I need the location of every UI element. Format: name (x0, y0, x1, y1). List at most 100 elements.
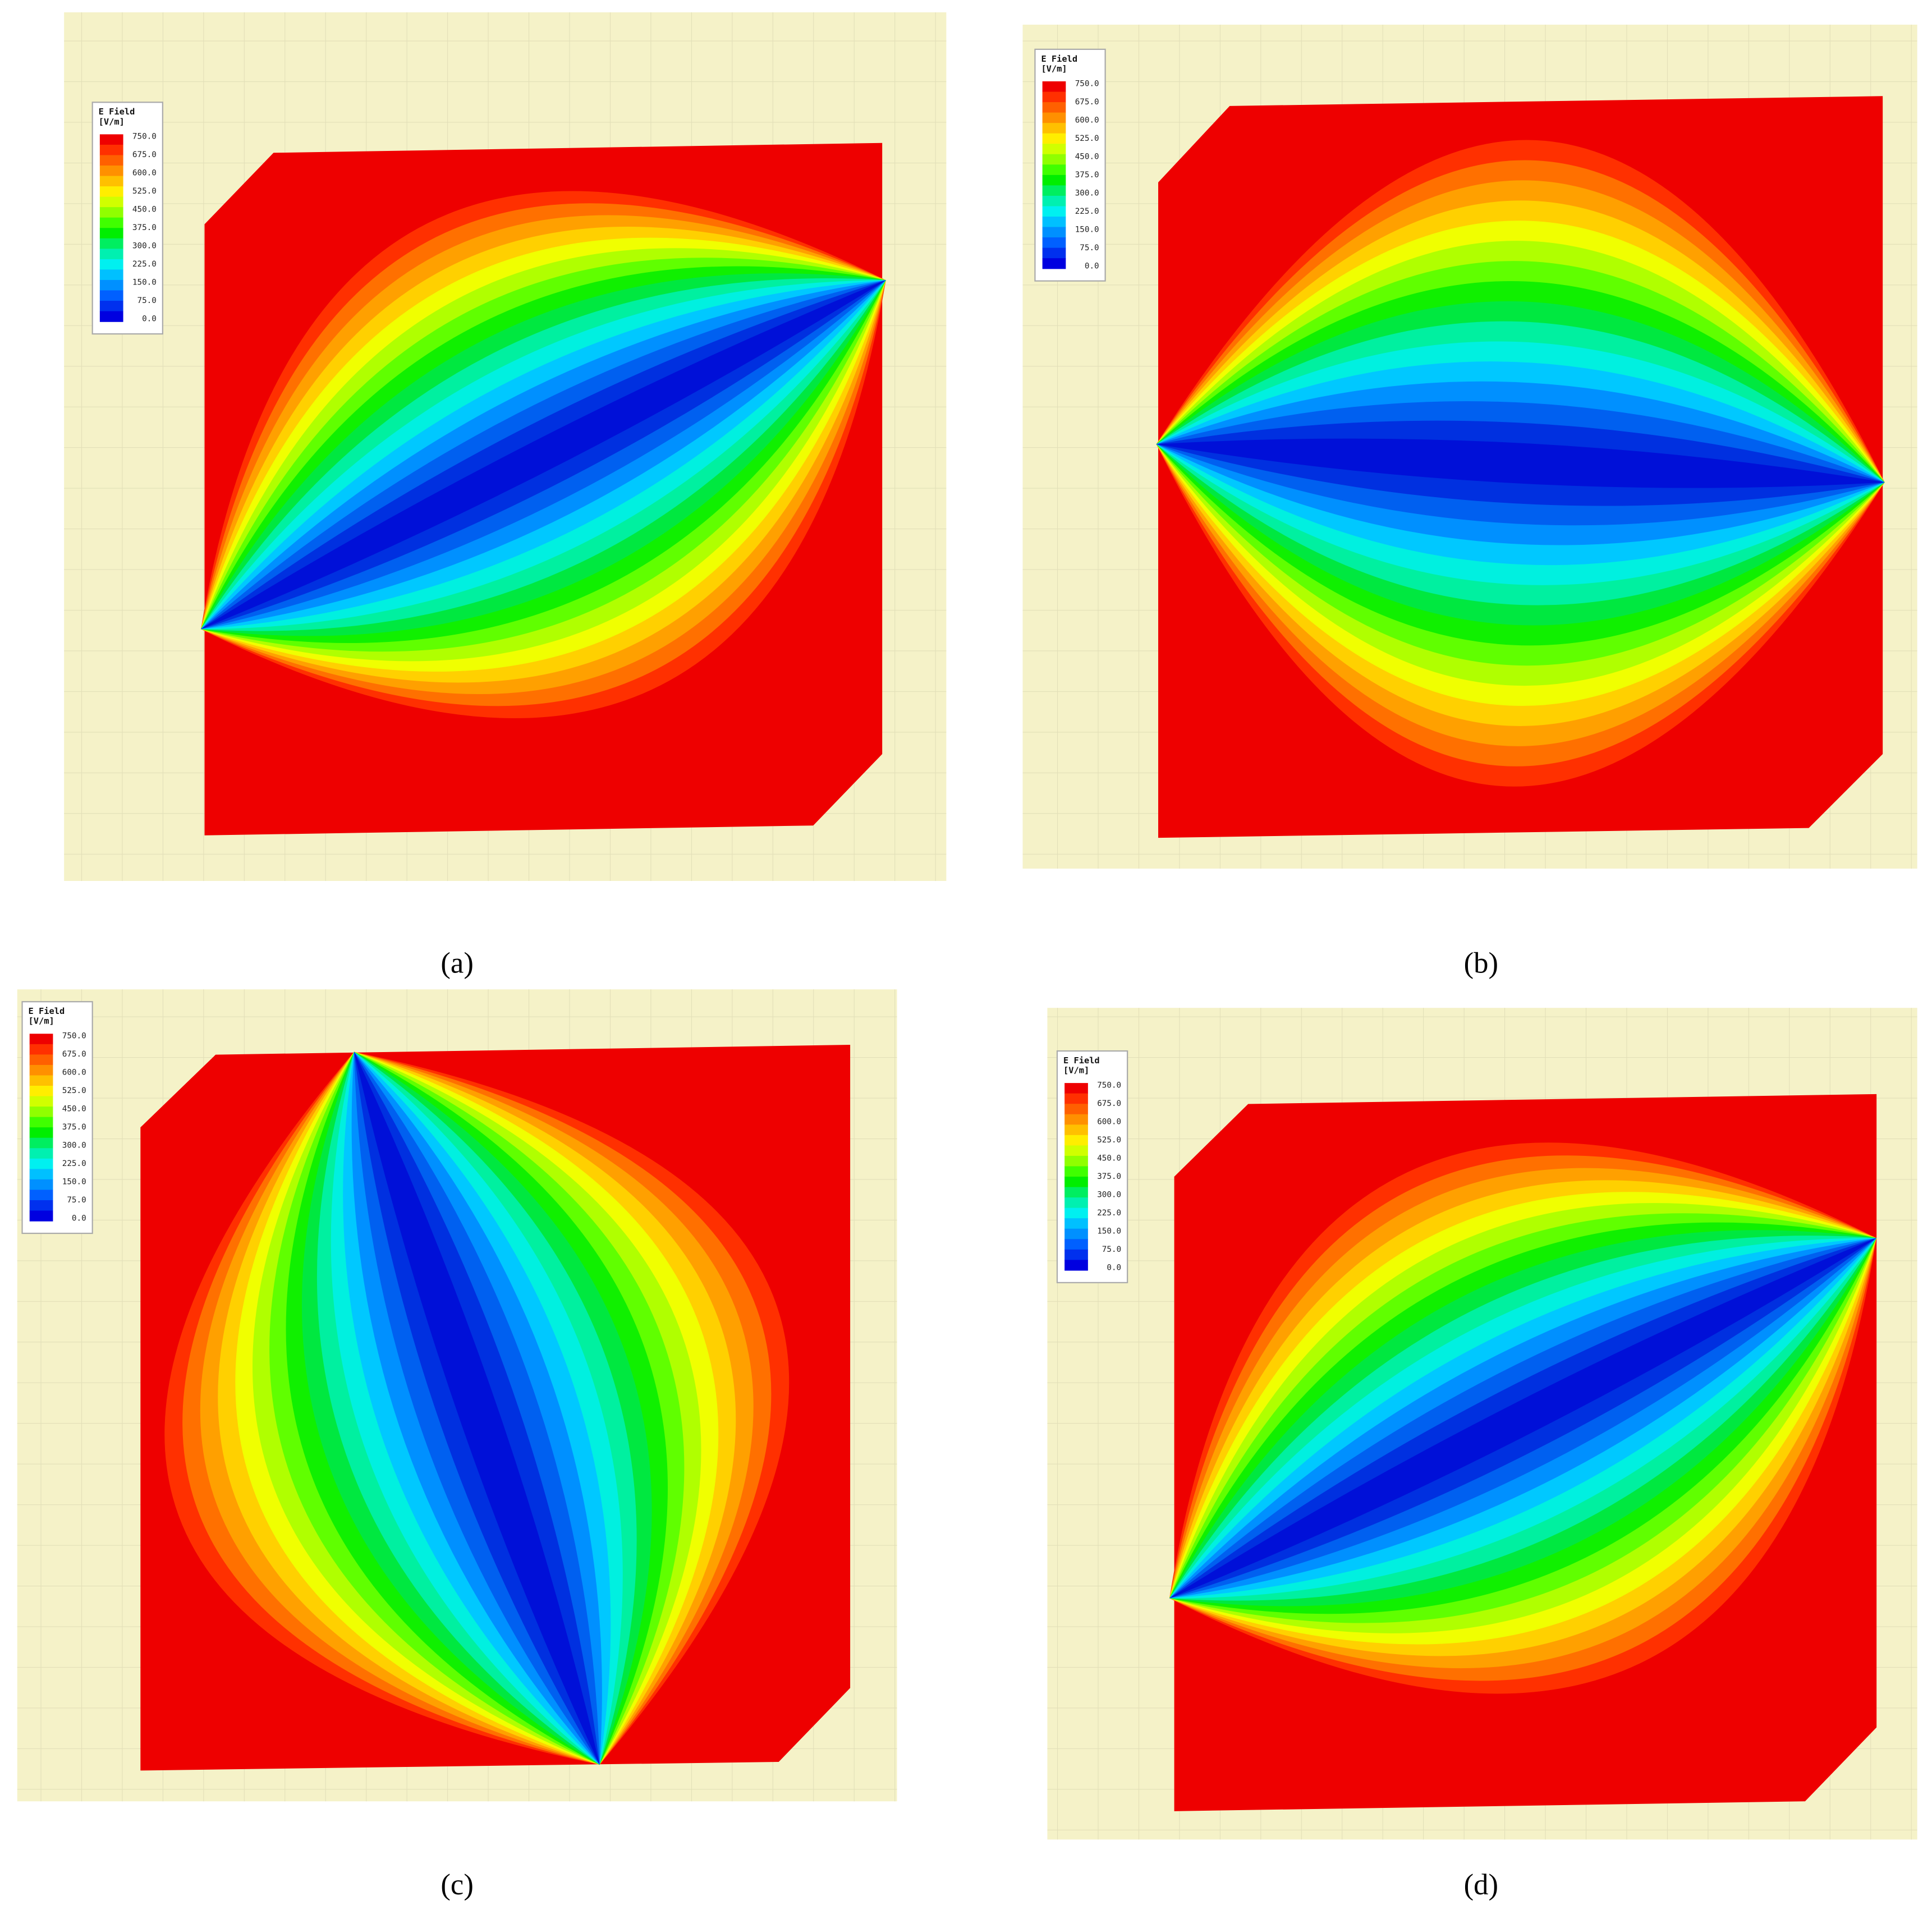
colorbar-band (1064, 1114, 1088, 1125)
colorbar-band (1064, 1218, 1088, 1229)
legend-tick: 75.0 (137, 296, 157, 305)
field (1156, 140, 1885, 787)
field-contour (1169, 1238, 1876, 1599)
colorbar-band (29, 1137, 53, 1149)
colorbar-band (99, 238, 123, 249)
colorbar-band (29, 1169, 53, 1180)
colorbar-band (29, 1127, 53, 1138)
colorbar-band (1064, 1155, 1088, 1167)
legend-tick: 375.0 (1075, 171, 1099, 180)
colorbar-band (1042, 237, 1066, 249)
legend-tick: 75.0 (1080, 244, 1099, 252)
legend-unit: [V/m] (1063, 1066, 1089, 1076)
legend-tick: 675.0 (1075, 98, 1099, 107)
legend-tick: 600.0 (1075, 116, 1099, 125)
legend-title: E Field (29, 1006, 65, 1016)
colorbar-band (29, 1107, 53, 1118)
colorbar-band (1042, 227, 1066, 238)
colorbar-band (99, 301, 123, 312)
panel: E Field[V/m] 750.0 675.0 600.0 525.0 450.0 375… (64, 12, 947, 980)
colorbar-band (29, 1044, 53, 1055)
colorbar-band (99, 165, 123, 177)
colorbar-band (1064, 1083, 1088, 1094)
colorbar-band (1064, 1228, 1088, 1239)
colorbar-band (29, 1179, 53, 1191)
legend-tick: 450.0 (1097, 1154, 1121, 1163)
colorbar-band (29, 1190, 53, 1201)
colorbar-band (99, 144, 123, 156)
colorbar-band (99, 228, 123, 239)
legend-tick: 675.0 (132, 150, 157, 159)
legend-tick: 0.0 (142, 315, 157, 324)
colorbar-band (1042, 102, 1066, 113)
legend-tick: 150.0 (1075, 225, 1099, 234)
legend-tick: 750.0 (1097, 1081, 1121, 1090)
legend-tick: 375.0 (1097, 1172, 1121, 1181)
legend-tick: 375.0 (132, 223, 157, 232)
panel-label: (d) (1464, 1868, 1498, 1901)
colorbar-band (99, 196, 123, 208)
colorbar-band (1064, 1135, 1088, 1146)
legend-tick: 750.0 (132, 132, 157, 141)
colorbar-band (99, 279, 123, 291)
colorbar-band (99, 290, 123, 301)
legend-tick: 600.0 (1097, 1118, 1121, 1127)
legend-tick: 525.0 (1097, 1136, 1121, 1145)
legend-tick: 0.0 (72, 1214, 86, 1223)
colorbar-band (99, 155, 123, 166)
colorbar-band (1042, 154, 1066, 165)
legend-tick: 75.0 (1102, 1245, 1121, 1254)
legend-tick: 300.0 (1097, 1191, 1121, 1200)
colorbar-band (1042, 247, 1066, 259)
colorbar-band (29, 1086, 53, 1097)
legend-unit: [V/m] (99, 117, 125, 127)
colorbar-band (1042, 175, 1066, 186)
legend-tick: 600.0 (62, 1068, 86, 1077)
field (200, 191, 886, 718)
colorbar-band (1042, 258, 1066, 269)
field-contour (200, 280, 886, 630)
colorbar-band (1064, 1145, 1088, 1156)
legend-unit: [V/m] (1041, 63, 1067, 74)
legend-tick: 450.0 (1075, 152, 1099, 161)
panel: E Field[V/m] 750.0 675.0 600.0 525.0 450.0 375… (1022, 24, 1917, 980)
legend-tick: 0.0 (1107, 1263, 1121, 1272)
legend-title: E Field (1041, 54, 1077, 64)
colorbar-band (29, 1064, 53, 1076)
legend-tick: 150.0 (62, 1178, 86, 1187)
legend-tick: 300.0 (1075, 189, 1099, 198)
colorbar-band (1064, 1177, 1088, 1188)
colorbar-band (29, 1148, 53, 1159)
colorbar-band (1064, 1249, 1088, 1261)
colorbar-band (1064, 1208, 1088, 1219)
colorbar-band (29, 1054, 53, 1066)
colorbar-band (29, 1034, 53, 1045)
legend-title: E Field (99, 107, 135, 117)
colorbar-band (29, 1096, 53, 1107)
legend-tick: 750.0 (1075, 79, 1099, 88)
legend-tick: 375.0 (62, 1123, 86, 1132)
colorbar-band (1064, 1187, 1088, 1198)
colorbar-band (29, 1158, 53, 1170)
legend: E Field[V/m] 750.0 675.0 600.0 525.0 450.0 375… (1056, 1050, 1128, 1283)
legend-tick: 525.0 (62, 1086, 86, 1095)
legend-tick: 225.0 (1097, 1209, 1121, 1218)
panel: E Field[V/m] 750.0 675.0 600.0 525.0 450.0 375… (1047, 1008, 1917, 1901)
field (1169, 1142, 1876, 1694)
field (164, 1052, 790, 1765)
colorbar-band (99, 186, 123, 198)
legend-tick: 750.0 (62, 1032, 86, 1041)
field-contour (354, 1052, 600, 1765)
panel-label: (a) (440, 947, 473, 980)
colorbar-band (1042, 185, 1066, 196)
legend-tick: 300.0 (132, 242, 157, 251)
legend-tick: 600.0 (132, 169, 157, 178)
colorbar-band (29, 1210, 53, 1222)
colorbar-band (99, 311, 123, 322)
colorbar-band (1042, 123, 1066, 134)
colorbar-band (99, 269, 123, 281)
legend-tick: 450.0 (132, 205, 157, 214)
colorbar-band (1042, 91, 1066, 103)
colorbar-band (99, 176, 123, 187)
colorbar-band (99, 134, 123, 145)
